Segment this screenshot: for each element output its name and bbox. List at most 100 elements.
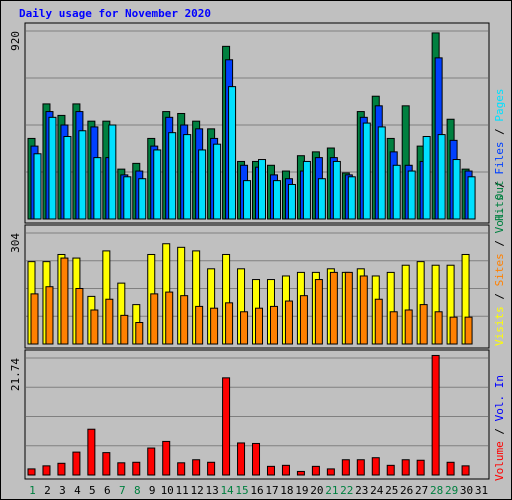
bar-sites-23: [359, 275, 368, 345]
bar-sites-30: [464, 316, 473, 345]
legend-top: Hits / Files / Pages: [493, 89, 506, 222]
bar-pages-10: [168, 132, 177, 220]
bar-pages-14: [228, 86, 237, 220]
bar-volume-26: [401, 459, 410, 476]
x-tick-label-14: 14: [220, 484, 234, 497]
bar-pages-9: [153, 149, 162, 220]
bar-sites-12: [195, 305, 204, 345]
x-tick-label-23: 23: [355, 484, 368, 497]
bar-volume-5: [87, 428, 96, 476]
bar-sites-21: [329, 271, 338, 345]
bar-pages-6: [108, 124, 117, 220]
bar-volume-25: [386, 464, 395, 476]
bar-sites-5: [90, 309, 99, 345]
bar-sites-11: [180, 295, 189, 345]
x-tick-label-7: 7: [119, 484, 126, 497]
panel-middle: 304 Visits / Sites / Vol. Out: [9, 180, 506, 349]
legend-entry-sites: Sites: [493, 253, 506, 286]
bar-pages-4: [78, 130, 87, 220]
x-tick-label-2: 2: [44, 484, 51, 497]
legend-separator: /: [493, 175, 506, 195]
bar-pages-29: [452, 159, 461, 220]
x-tick-label-22: 22: [340, 484, 353, 497]
x-tick-label-17: 17: [265, 484, 278, 497]
bar-pages-21: [332, 160, 341, 220]
x-tick-label-15: 15: [235, 484, 248, 497]
bar-sites-15: [240, 311, 249, 345]
bar-pages-25: [392, 164, 401, 220]
x-tick-label-29: 29: [445, 484, 458, 497]
bar-volume-17: [266, 465, 275, 476]
bar-sites-16: [255, 307, 264, 345]
bar-sites-7: [120, 314, 129, 345]
bar-volume-12: [192, 459, 201, 476]
max-value-label: 21.74: [9, 358, 22, 391]
bar-sites-22: [344, 271, 353, 345]
bar-volume-30: [461, 465, 470, 476]
bar-volume-18: [281, 464, 290, 476]
x-tick-label-18: 18: [280, 484, 293, 497]
bar-volume-29: [446, 461, 455, 476]
max-value-label: 920: [9, 31, 22, 51]
legend-entry-vol-out: Vol. Out: [493, 180, 506, 233]
legend-bottom: Volume / Vol. In: [493, 375, 506, 481]
legend-entry-volume: Volume: [493, 441, 506, 481]
x-tick-label-10: 10: [161, 484, 174, 497]
bar-pages-22: [347, 176, 356, 220]
bar-pages-5: [93, 157, 102, 220]
bar-volume-1: [27, 468, 36, 476]
bar-pages-13: [213, 143, 222, 220]
bar-pages-24: [377, 126, 386, 220]
x-tick-label-4: 4: [74, 484, 81, 497]
bar-pages-20: [317, 178, 326, 220]
bar-sites-10: [165, 291, 174, 345]
bar-volume-4: [72, 451, 81, 476]
bar-volume-2: [42, 465, 51, 476]
legend-entry-hits: Hits: [493, 195, 506, 222]
legend-separator: /: [493, 421, 506, 441]
bar-volume-13: [207, 461, 216, 476]
bar-pages-8: [138, 178, 147, 220]
legend-entry-pages: Pages: [493, 89, 506, 122]
chart-title: Daily usage for November 2020: [19, 7, 212, 20]
x-tick-label-11: 11: [176, 484, 189, 497]
bar-volume-21: [326, 468, 335, 476]
bar-pages-27: [422, 136, 431, 220]
bar-pages-7: [123, 176, 132, 220]
x-tick-label-25: 25: [385, 484, 398, 497]
bar-volume-3: [57, 462, 66, 476]
bar-pages-11: [183, 134, 192, 220]
bar-sites-14: [225, 302, 234, 345]
x-tick-label-21: 21: [325, 484, 338, 497]
bar-volume-8: [132, 461, 141, 476]
legend-entry-files: Files: [493, 142, 506, 175]
bar-volume-6: [102, 452, 111, 476]
bar-sites-29: [449, 316, 458, 345]
x-tick-label-31: 31: [475, 484, 488, 497]
x-tick-label-20: 20: [310, 484, 323, 497]
legend-separator: /: [493, 286, 506, 306]
bar-pages-30: [467, 176, 476, 220]
bar-volume-9: [147, 447, 156, 476]
x-tick-label-6: 6: [104, 484, 111, 497]
bar-pages-18: [287, 183, 296, 220]
legend-separator: /: [493, 122, 506, 142]
bar-sites-13: [210, 307, 219, 345]
x-tick-label-1: 1: [29, 484, 36, 497]
x-tick-label-13: 13: [205, 484, 218, 497]
x-tick-label-27: 27: [415, 484, 428, 497]
bar-pages-12: [198, 149, 207, 220]
bar-pages-16: [258, 159, 267, 220]
bar-pages-2: [48, 116, 57, 220]
bar-sites-6: [105, 298, 114, 345]
bar-volume-11: [177, 462, 186, 476]
bar-sites-8: [135, 322, 144, 345]
legend-entry-vol-in: Vol. In: [493, 375, 506, 421]
bar-pages-26: [407, 170, 416, 220]
bar-pages-19: [302, 160, 311, 220]
x-tick-label-24: 24: [370, 484, 384, 497]
x-tick-label-5: 5: [89, 484, 96, 497]
bar-pages-23: [362, 122, 371, 220]
bar-sites-27: [419, 304, 428, 345]
